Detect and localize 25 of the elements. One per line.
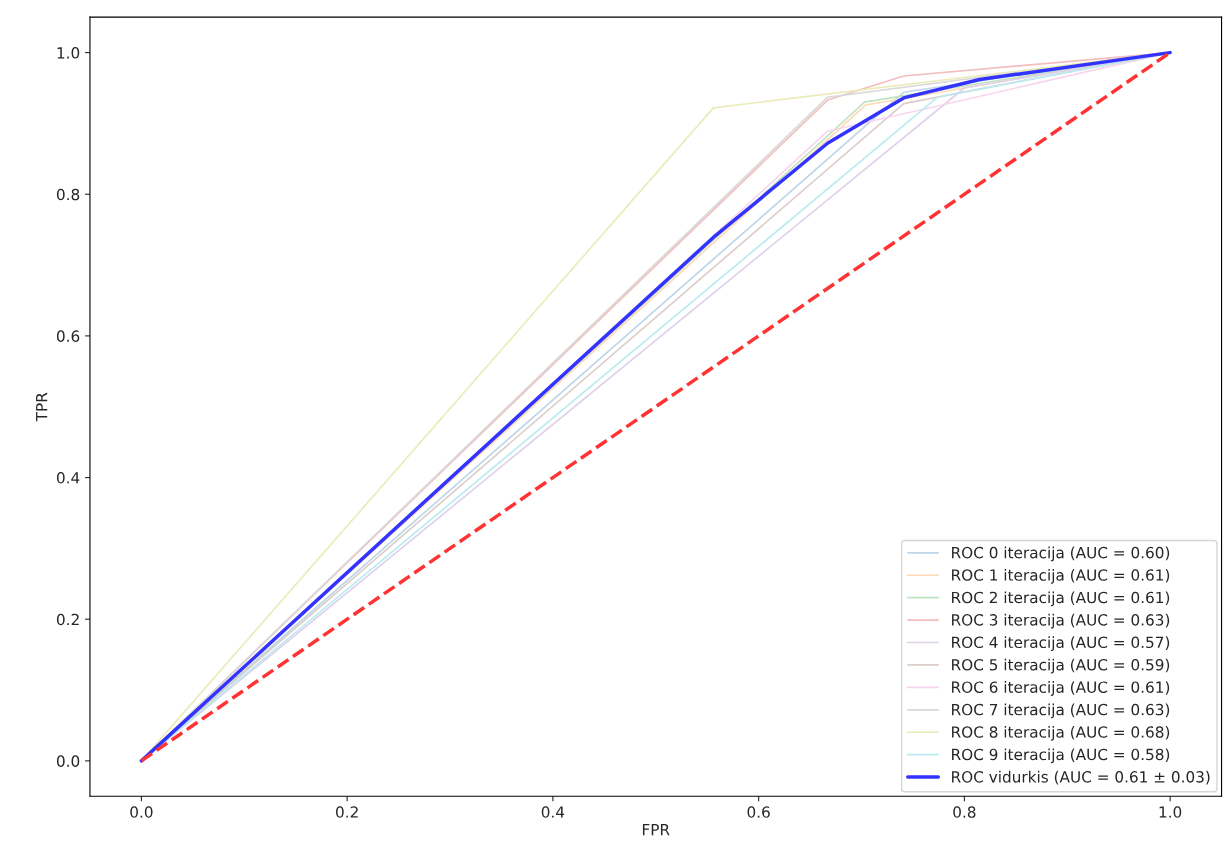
y-tick-label: 1.0: [57, 47, 80, 59]
x-tick-label: 0.0: [130, 806, 153, 818]
legend-label: ROC 0 iteracija (AUC = 0.60): [952, 546, 1170, 562]
y-tick-label: 0.6: [56, 330, 80, 342]
x-axis-title: FPR: [642, 824, 670, 836]
x-tick-label: 0.2: [336, 806, 358, 818]
y-tick-label: 0.8: [56, 188, 80, 201]
legend-label: ROC 6 iteracija (AUC = 0.61): [952, 681, 1170, 696]
y-tick-label: 0.2: [56, 613, 79, 626]
legend-label: ROC 4 iteracija (AUC = 0.57): [952, 636, 1170, 652]
x-tick-label: 0.6: [747, 806, 770, 818]
y-axis-title: TPR: [36, 392, 48, 422]
y-tick-label: 0.4: [56, 472, 80, 484]
legend-label: ROC 5 iteracija (AUC = 0.59): [952, 658, 1170, 674]
legend-label: ROC 7 iteracija (AUC = 0.63): [952, 703, 1170, 719]
legend-label: ROC vidurkis (AUC = 0.61 ± 0.03): [952, 770, 1210, 785]
legend-label: ROC 8 iteracija (AUC = 0.68): [952, 725, 1170, 741]
legend-label: ROC 2 iteracija (AUC = 0.61): [952, 591, 1170, 607]
legend-label: ROC 1 iteracija (AUC = 0.61): [952, 568, 1170, 584]
y-tick-label: 0.0: [56, 755, 80, 767]
legend-label: ROC 3 iteracija (AUC = 0.63): [952, 613, 1170, 629]
legend-label: ROC 9 iteracija (AUC = 0.58): [952, 748, 1170, 764]
x-tick-label: 0.4: [541, 806, 565, 818]
x-tick-label: 0.8: [953, 806, 976, 818]
x-tick-label: 1.0: [1159, 806, 1182, 818]
